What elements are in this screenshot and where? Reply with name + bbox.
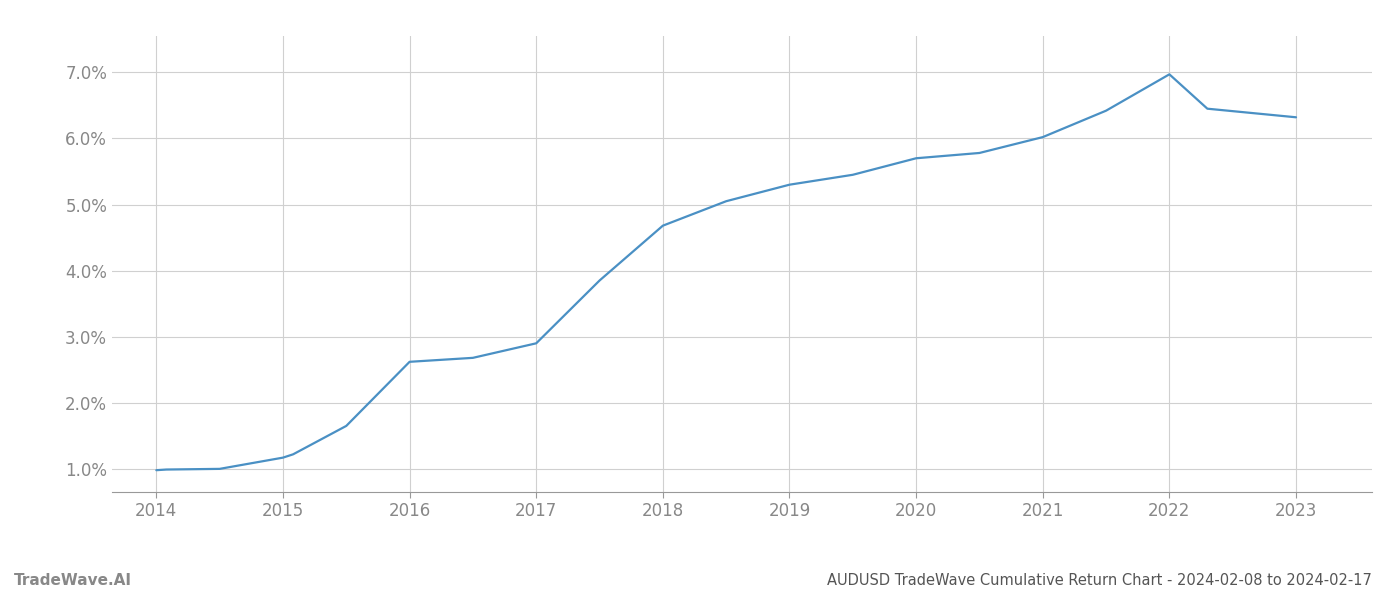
- Text: AUDUSD TradeWave Cumulative Return Chart - 2024-02-08 to 2024-02-17: AUDUSD TradeWave Cumulative Return Chart…: [827, 573, 1372, 588]
- Text: TradeWave.AI: TradeWave.AI: [14, 573, 132, 588]
